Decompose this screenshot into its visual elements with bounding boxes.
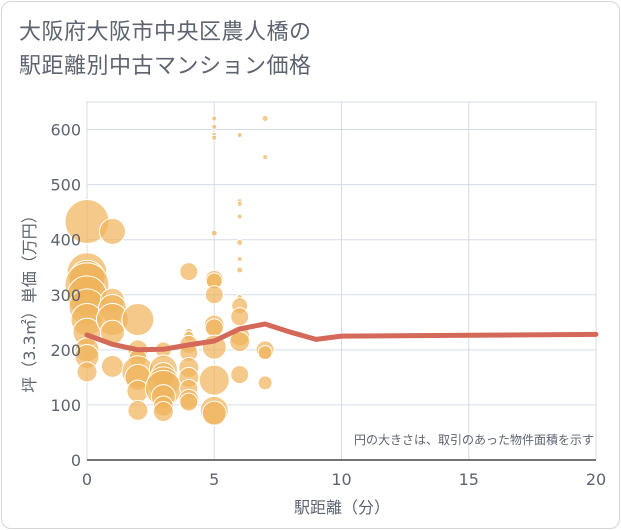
data-point bbox=[179, 262, 199, 282]
data-point bbox=[211, 115, 218, 122]
axes: 0 100 200 300 400 500 600 0 5 10 15 20 bbox=[50, 121, 606, 489]
y-tick-label: 100 bbox=[50, 396, 81, 415]
x-tick-label: 15 bbox=[459, 470, 479, 489]
x-tick-label: 5 bbox=[209, 470, 219, 489]
data-point bbox=[230, 365, 250, 385]
y-tick-label: 300 bbox=[50, 286, 81, 305]
y-axis-label: 坪（3.3㎡）単価（万円） bbox=[20, 207, 39, 392]
data-point bbox=[257, 345, 273, 361]
data-point bbox=[262, 154, 269, 161]
data-point bbox=[211, 134, 218, 141]
data-point bbox=[152, 401, 174, 423]
data-point bbox=[179, 392, 199, 412]
data-point bbox=[121, 303, 155, 337]
x-tick-label: 0 bbox=[82, 470, 92, 489]
data-point bbox=[127, 399, 149, 421]
data-point bbox=[98, 217, 126, 245]
chart-title: 大阪府大阪市中央区農人橋の 駅距離別中古マンション価格 bbox=[19, 16, 312, 84]
size-annotation: 円の大きさは、取引のあった物件面積を示す bbox=[354, 432, 594, 447]
data-point bbox=[236, 266, 244, 274]
data-point bbox=[204, 285, 224, 305]
data-point bbox=[211, 123, 218, 130]
data-point bbox=[236, 132, 243, 139]
data-point bbox=[100, 354, 124, 378]
y-tick-label: 0 bbox=[71, 451, 81, 470]
data-point bbox=[201, 400, 227, 426]
y-tick-label: 400 bbox=[50, 231, 81, 250]
data-point bbox=[261, 115, 269, 123]
bubbles bbox=[64, 115, 275, 426]
data-point bbox=[236, 200, 243, 207]
data-point bbox=[236, 213, 243, 220]
data-point bbox=[230, 307, 250, 327]
data-point bbox=[257, 375, 273, 391]
data-point bbox=[204, 318, 224, 338]
x-tick-label: 20 bbox=[586, 470, 606, 489]
title-line-1: 大阪府大阪市中央区農人橋の bbox=[19, 20, 312, 45]
data-point bbox=[76, 361, 98, 383]
y-tick-label: 500 bbox=[50, 176, 81, 195]
title-line-2: 駅距離別中古マンション価格 bbox=[19, 54, 312, 79]
data-point bbox=[198, 364, 230, 396]
x-tick-label: 10 bbox=[331, 470, 351, 489]
y-tick-label: 600 bbox=[50, 121, 81, 140]
x-axis-label: 駅距離（分） bbox=[294, 498, 390, 517]
trend-line-layer bbox=[84, 321, 599, 353]
data-point bbox=[236, 238, 244, 246]
y-tick-label: 200 bbox=[50, 341, 81, 360]
data-point bbox=[236, 255, 243, 262]
trend-line bbox=[84, 321, 599, 353]
data-point bbox=[210, 229, 218, 237]
